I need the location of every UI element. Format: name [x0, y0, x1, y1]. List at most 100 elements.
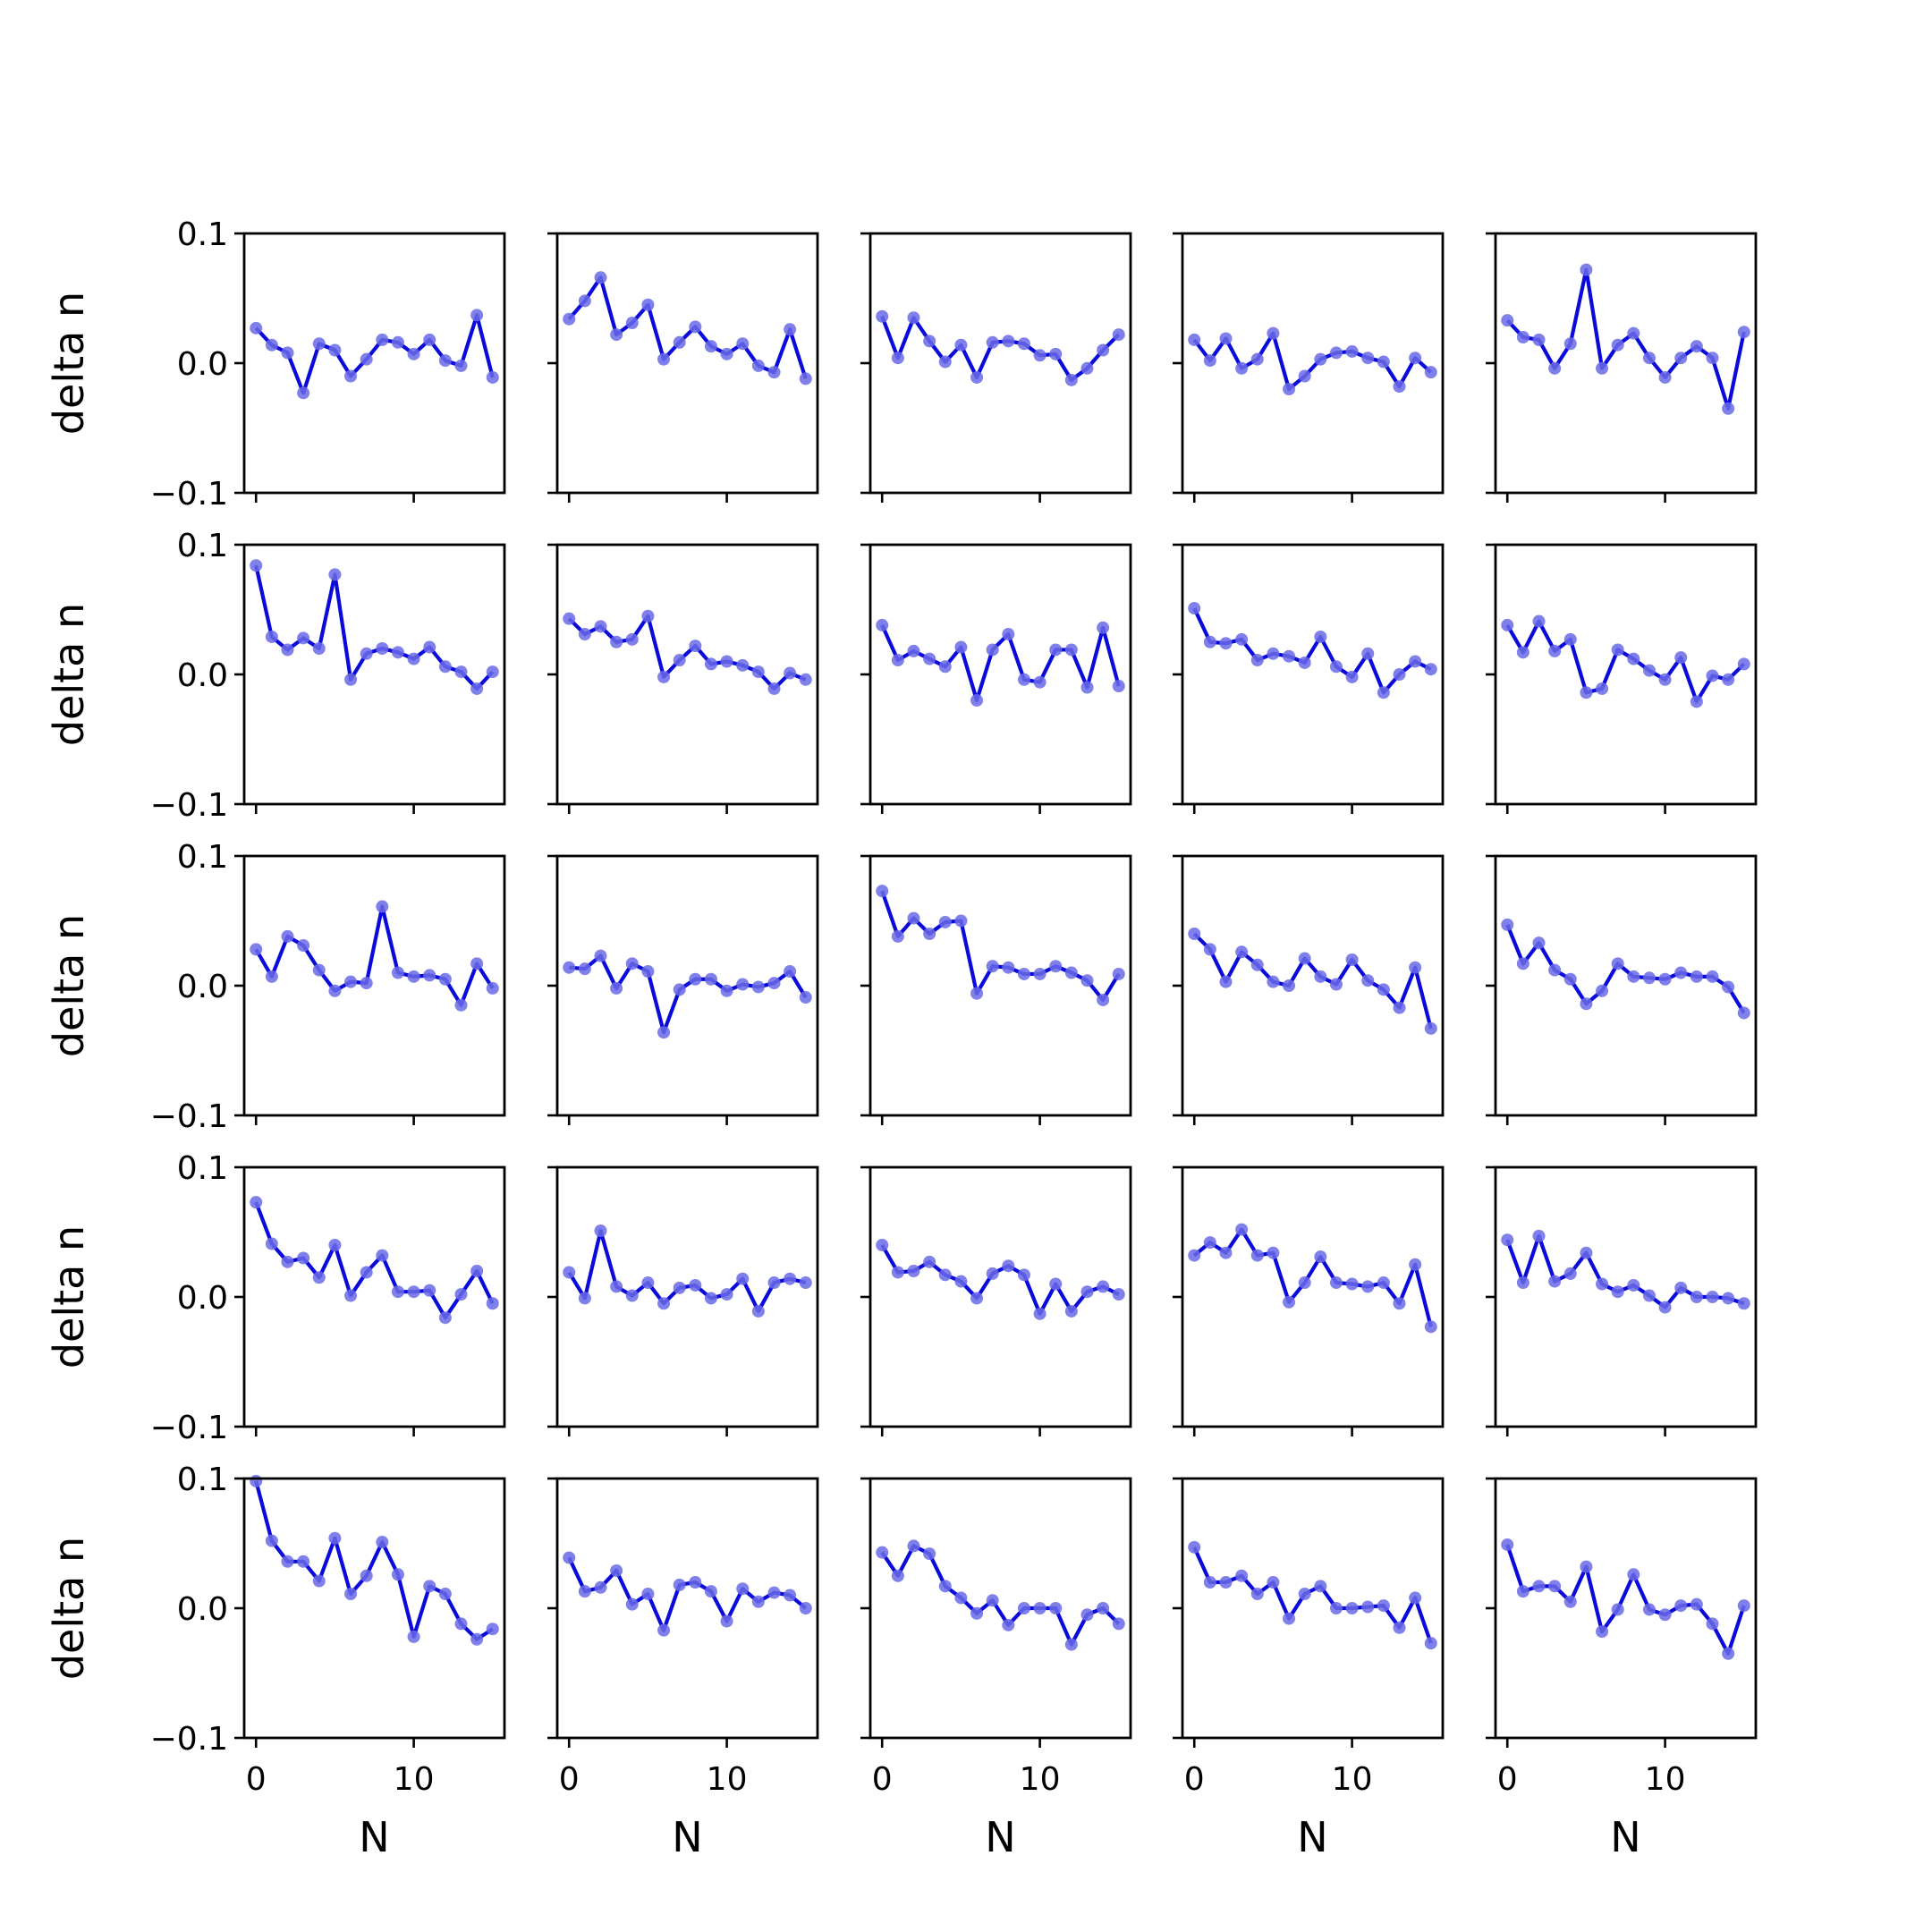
data-point: [1658, 1608, 1672, 1622]
plot-frame: [555, 1477, 819, 1740]
data-point: [1049, 1277, 1063, 1291]
data-point: [1548, 963, 1562, 977]
series-line: [1192, 1227, 1433, 1327]
data-point: [1642, 352, 1656, 365]
data-point: [1690, 970, 1703, 983]
data-point: [1596, 682, 1609, 695]
data-point: [1219, 1576, 1233, 1589]
y-axis-label: delta n: [45, 914, 93, 1057]
data-point: [1267, 647, 1280, 660]
data-point: [328, 1239, 342, 1251]
data-point: [1298, 952, 1311, 965]
data-point: [312, 1271, 326, 1284]
data-point: [1235, 632, 1249, 646]
data-point: [297, 1251, 310, 1265]
data-point: [938, 355, 952, 369]
data-point: [641, 1276, 655, 1290]
data-point: [641, 965, 655, 979]
data-point: [1722, 1647, 1735, 1660]
data-point: [954, 640, 968, 654]
data-point: [1314, 1580, 1327, 1593]
panel-r1-c1: 0.1 0.0 −0.1 delta n: [45, 216, 506, 513]
data-point: [1203, 635, 1216, 648]
data-point: [1235, 1223, 1249, 1236]
data-point: [641, 609, 655, 623]
series-line: [254, 313, 495, 395]
data-point: [454, 665, 468, 679]
data-point: [1501, 918, 1514, 931]
data-point: [1722, 1292, 1735, 1305]
data-point: [891, 1266, 904, 1279]
data-point: [250, 559, 263, 572]
y-tick-label: 0.0: [177, 1280, 228, 1317]
plot-frame: [242, 1477, 506, 1740]
data-point: [1548, 361, 1562, 375]
data-point: [594, 949, 607, 962]
data-point: [1002, 1259, 1015, 1273]
data-point: [954, 338, 968, 352]
data-point: [470, 682, 484, 695]
data-point: [891, 352, 904, 365]
y-tick-label: 0.1: [177, 216, 228, 253]
data-point: [1064, 643, 1078, 657]
series-line: [254, 564, 495, 691]
data-point: [376, 900, 389, 913]
data-point: [784, 965, 797, 979]
data-point: [1283, 979, 1296, 992]
series-line: [1192, 607, 1432, 695]
data-point: [265, 1534, 278, 1547]
data-point: [344, 975, 358, 988]
data-point: [1516, 646, 1530, 659]
data-point: [376, 333, 389, 346]
data-point: [250, 321, 263, 335]
data-point: [1017, 1268, 1030, 1282]
data-point: [1690, 1291, 1703, 1303]
data-point: [594, 1580, 607, 1594]
data-point: [1737, 657, 1750, 671]
data-point: [923, 1255, 936, 1268]
data-point: [1250, 958, 1264, 971]
data-point: [1516, 1276, 1530, 1290]
data-point: [876, 309, 889, 323]
data-point: [1424, 1320, 1437, 1334]
data-point: [486, 1623, 499, 1636]
plot-frame: [242, 854, 506, 1117]
data-point: [1017, 337, 1030, 351]
data-point: [1033, 1307, 1046, 1320]
data-point: [454, 1617, 468, 1631]
data-point: [1642, 1603, 1656, 1616]
data-point: [1563, 1267, 1577, 1280]
data-point: [1361, 352, 1375, 365]
data-point: [1329, 1602, 1343, 1614]
panel-r3-c1: 0.1 0.0 −0.1 delta n: [45, 839, 506, 1135]
data-point: [594, 271, 607, 284]
data-point: [938, 660, 952, 674]
data-point: [1049, 347, 1063, 360]
plot-frame: [1181, 232, 1445, 495]
data-point: [423, 1284, 436, 1297]
data-point: [986, 960, 999, 973]
data-point: [1737, 1006, 1750, 1020]
data-point: [954, 1275, 968, 1288]
data-point: [1235, 945, 1249, 959]
y-axis-label: delta n: [45, 1225, 93, 1368]
data-point: [657, 1026, 671, 1039]
data-point: [876, 618, 889, 631]
data-point: [876, 885, 889, 898]
data-point: [1097, 1602, 1110, 1614]
data-point: [1674, 352, 1688, 365]
data-point: [1080, 681, 1094, 694]
data-point: [423, 640, 436, 654]
data-point: [1033, 967, 1046, 980]
data-point: [1112, 1617, 1125, 1631]
data-point: [1596, 1625, 1609, 1639]
data-point: [720, 984, 733, 997]
series-line: [880, 316, 1121, 382]
data-point: [1219, 332, 1233, 345]
data-point: [1203, 943, 1216, 956]
x-tick-label: 10: [1020, 1761, 1061, 1798]
data-point: [1064, 373, 1078, 386]
data-point: [1298, 1588, 1311, 1601]
data-point: [1203, 354, 1216, 368]
data-point: [1690, 695, 1703, 708]
